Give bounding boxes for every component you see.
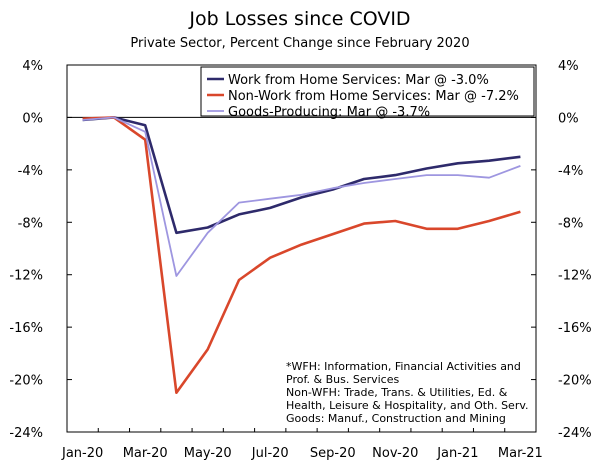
x-tick-label: Jul-20 [251, 446, 289, 460]
series-line-2 [82, 116, 521, 395]
chart-subtitle: Private Sector, Percent Change since Feb… [130, 36, 470, 51]
chart-title: Job Losses since COVID [189, 8, 411, 30]
x-tick-label: Jan-20 [61, 446, 103, 460]
x-tick-label: Nov-20 [372, 446, 418, 460]
y-tick-label-left: -24% [9, 426, 43, 441]
y-tick-label-left: 4% [22, 59, 43, 74]
x-tick-label: Sep-20 [310, 446, 356, 460]
plot-frame [66, 64, 537, 433]
legend-box [200, 66, 535, 117]
y-tick-label-left: -20% [9, 374, 43, 389]
footnote-line: *WFH: Information, Financial Activities … [286, 360, 521, 373]
y-tick-label-left: -8% [18, 216, 43, 231]
y-tick-label-left: -16% [9, 321, 43, 336]
y-tick-label-right: -16% [558, 321, 592, 336]
y-tick-label-right: -12% [558, 269, 592, 284]
x-tick-label: May-20 [184, 446, 232, 460]
legend-label-3: Goods-Producing: Mar @ -3.7% [228, 105, 430, 120]
legend-label-1: Work from Home Services: Mar @ -3.0% [228, 73, 489, 88]
y-tick-label-right: -4% [558, 164, 583, 179]
footnote-line: Goods: Manuf., Construction and Mining [286, 412, 506, 425]
y-tick-label-right: -8% [558, 216, 583, 231]
x-tick-label: Mar-20 [123, 446, 168, 460]
series-line-1 [82, 116, 521, 235]
y-tick-label-right: 0% [558, 111, 579, 126]
footnote-line: Prof. & Bus. Services [286, 373, 399, 386]
y-tick-label-left: -4% [18, 164, 43, 179]
series-line-3 [82, 116, 521, 277]
x-tick-label: Mar-21 [498, 446, 543, 460]
x-tick-label: Jan-21 [436, 446, 478, 460]
footnote-line: Health, Leisure & Hospitality, and Oth. … [286, 399, 529, 412]
legend-label-2: Non-Work from Home Services: Mar @ -7.2% [228, 89, 519, 104]
y-tick-label-right: -20% [558, 374, 592, 389]
footnote-line: Non-WFH: Trade, Trans. & Utilities, Ed. … [286, 386, 508, 399]
y-tick-label-right: 4% [558, 59, 579, 74]
y-tick-label-left: -12% [9, 269, 43, 284]
y-tick-label-left: 0% [22, 111, 43, 126]
y-tick-label-right: -24% [558, 426, 592, 441]
